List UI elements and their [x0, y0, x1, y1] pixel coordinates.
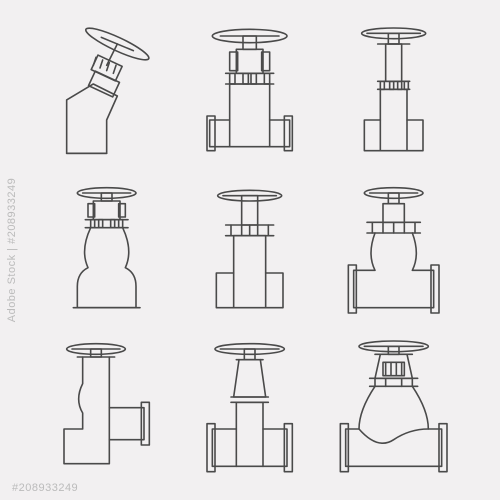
- globe-valve-flanged: [327, 177, 460, 324]
- gate-valve-tall: [327, 20, 460, 167]
- watermark-side: Adobe Stock | #208933249: [6, 178, 18, 323]
- angle-body-valve: [40, 333, 173, 480]
- watermark-bottom: #208933249: [12, 482, 78, 494]
- globe-valve-curved: [40, 177, 173, 324]
- valve-icon-grid: [40, 20, 460, 460]
- angle-valve: [40, 20, 173, 167]
- gate-valve-heavy: [183, 20, 316, 167]
- gate-valve-simple: [183, 177, 316, 324]
- gate-valve-rising: [183, 333, 316, 480]
- globe-valve-large: [327, 333, 460, 480]
